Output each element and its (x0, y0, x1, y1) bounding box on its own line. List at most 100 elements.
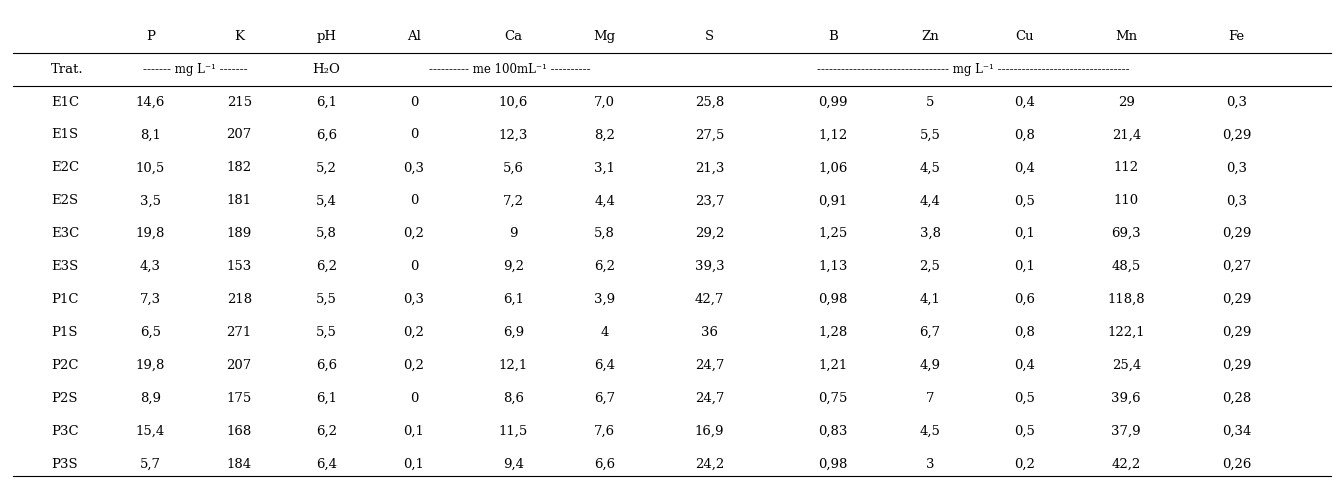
Text: 29: 29 (1118, 96, 1134, 108)
Text: 0,98: 0,98 (818, 293, 848, 306)
Text: 0,4: 0,4 (1013, 161, 1035, 175)
Text: 6,6: 6,6 (316, 359, 337, 372)
Text: 0,1: 0,1 (1013, 227, 1035, 240)
Text: 8,9: 8,9 (140, 392, 161, 405)
Text: 207: 207 (227, 359, 251, 372)
Text: 5,2: 5,2 (316, 161, 337, 175)
Text: Al: Al (407, 30, 421, 43)
Text: Ca: Ca (504, 30, 523, 43)
Text: Fe: Fe (1228, 30, 1245, 43)
Text: 37,9: 37,9 (1111, 425, 1141, 438)
Text: 0,1: 0,1 (403, 425, 425, 438)
Text: 0: 0 (410, 129, 418, 141)
Text: 0,75: 0,75 (818, 392, 848, 405)
Text: E2S: E2S (51, 194, 78, 208)
Text: 1,25: 1,25 (818, 227, 848, 240)
Text: P2C: P2C (51, 359, 78, 372)
Text: 0,3: 0,3 (1226, 194, 1247, 208)
Text: 0,27: 0,27 (1222, 260, 1251, 273)
Text: 6,6: 6,6 (594, 458, 616, 471)
Text: ---------- me 100mL⁻¹ ----------: ---------- me 100mL⁻¹ ---------- (429, 63, 590, 75)
Text: 189: 189 (227, 227, 251, 240)
Text: 27,5: 27,5 (695, 129, 724, 141)
Text: 10,6: 10,6 (499, 96, 528, 108)
Text: 0,3: 0,3 (403, 161, 425, 175)
Text: 25,8: 25,8 (695, 96, 724, 108)
Text: 175: 175 (227, 392, 251, 405)
Text: 0,4: 0,4 (1013, 96, 1035, 108)
Text: 0,2: 0,2 (1013, 458, 1035, 471)
Text: 19,8: 19,8 (136, 227, 165, 240)
Text: 4,1: 4,1 (919, 293, 941, 306)
Text: 23,7: 23,7 (695, 194, 724, 208)
Text: 19,8: 19,8 (136, 359, 165, 372)
Text: 168: 168 (227, 425, 251, 438)
Text: 11,5: 11,5 (499, 425, 528, 438)
Text: 0,1: 0,1 (403, 458, 425, 471)
Text: 4,3: 4,3 (140, 260, 161, 273)
Text: 8,6: 8,6 (503, 392, 524, 405)
Text: 8,2: 8,2 (594, 129, 616, 141)
Text: 0,2: 0,2 (403, 227, 425, 240)
Text: 118,8: 118,8 (1107, 293, 1145, 306)
Text: K: K (234, 30, 245, 43)
Text: 12,1: 12,1 (499, 359, 528, 372)
Text: 8,1: 8,1 (140, 129, 161, 141)
Text: 7: 7 (926, 392, 934, 405)
Text: 3: 3 (926, 458, 934, 471)
Text: 0,5: 0,5 (1013, 392, 1035, 405)
Text: --------------------------------- mg L⁻¹ ---------------------------------: --------------------------------- mg L⁻¹… (817, 63, 1129, 75)
Text: 0,91: 0,91 (818, 194, 848, 208)
Text: 5,8: 5,8 (316, 227, 337, 240)
Text: 0,2: 0,2 (403, 359, 425, 372)
Text: 21,3: 21,3 (695, 161, 724, 175)
Text: 3,5: 3,5 (140, 194, 161, 208)
Text: 184: 184 (227, 458, 251, 471)
Text: E3C: E3C (51, 227, 79, 240)
Text: 0: 0 (410, 194, 418, 208)
Text: 15,4: 15,4 (136, 425, 165, 438)
Text: 24,2: 24,2 (695, 458, 724, 471)
Text: 9,2: 9,2 (503, 260, 524, 273)
Text: 122,1: 122,1 (1107, 326, 1145, 339)
Text: 4,5: 4,5 (919, 425, 941, 438)
Text: 36: 36 (702, 326, 718, 339)
Text: 24,7: 24,7 (695, 392, 724, 405)
Text: 9,4: 9,4 (503, 458, 524, 471)
Text: 0,8: 0,8 (1013, 129, 1035, 141)
Text: 1,12: 1,12 (818, 129, 848, 141)
Text: 6,4: 6,4 (316, 458, 337, 471)
Text: 0,29: 0,29 (1222, 326, 1251, 339)
Text: 6,4: 6,4 (594, 359, 616, 372)
Text: 7,0: 7,0 (594, 96, 616, 108)
Text: P2S: P2S (51, 392, 78, 405)
Text: 39,3: 39,3 (695, 260, 724, 273)
Text: E3S: E3S (51, 260, 78, 273)
Text: 153: 153 (227, 260, 251, 273)
Text: Mn: Mn (1116, 30, 1137, 43)
Text: 3,9: 3,9 (594, 293, 616, 306)
Text: 0,4: 0,4 (1013, 359, 1035, 372)
Text: 6,2: 6,2 (316, 260, 337, 273)
Text: 6,1: 6,1 (503, 293, 524, 306)
Text: E1C: E1C (51, 96, 79, 108)
Text: 1,06: 1,06 (818, 161, 848, 175)
Text: 0: 0 (410, 392, 418, 405)
Text: 7,3: 7,3 (140, 293, 161, 306)
Text: H₂O: H₂O (313, 63, 340, 75)
Text: 6,6: 6,6 (316, 129, 337, 141)
Text: 5,5: 5,5 (316, 326, 337, 339)
Text: 12,3: 12,3 (499, 129, 528, 141)
Text: 5,8: 5,8 (594, 227, 616, 240)
Text: 2,5: 2,5 (919, 260, 941, 273)
Text: S: S (706, 30, 714, 43)
Text: ------- mg L⁻¹ -------: ------- mg L⁻¹ ------- (142, 63, 247, 75)
Text: 0,5: 0,5 (1013, 194, 1035, 208)
Text: 5,5: 5,5 (919, 129, 941, 141)
Text: 0,98: 0,98 (818, 458, 848, 471)
Text: Zn: Zn (921, 30, 939, 43)
Text: 3,8: 3,8 (919, 227, 941, 240)
Text: 25,4: 25,4 (1111, 359, 1141, 372)
Text: 0,8: 0,8 (1013, 326, 1035, 339)
Text: 0,29: 0,29 (1222, 129, 1251, 141)
